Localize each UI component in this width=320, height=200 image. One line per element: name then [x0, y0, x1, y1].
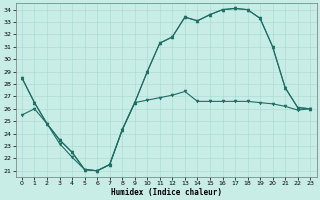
X-axis label: Humidex (Indice chaleur): Humidex (Indice chaleur) — [111, 188, 221, 197]
